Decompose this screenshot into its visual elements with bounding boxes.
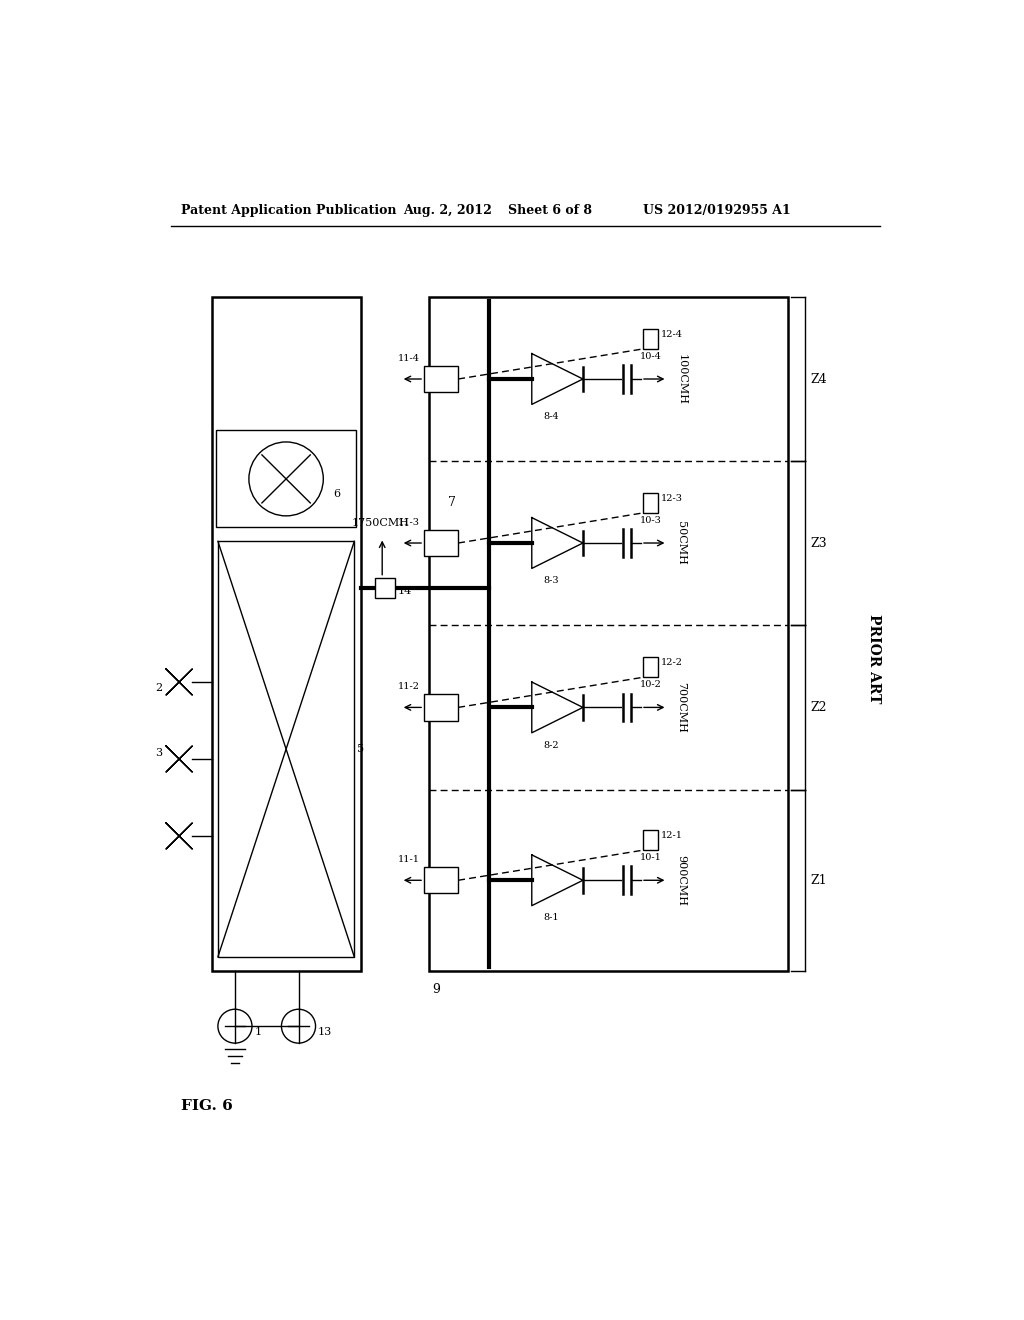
- Text: 8-4: 8-4: [544, 412, 559, 421]
- Text: 10-4: 10-4: [639, 352, 662, 362]
- Text: 1750CMH: 1750CMH: [351, 517, 410, 528]
- Text: 12-4: 12-4: [660, 330, 682, 339]
- Text: 12-1: 12-1: [660, 832, 682, 840]
- Bar: [375, 578, 395, 598]
- Text: Patent Application Publication: Patent Application Publication: [180, 205, 396, 218]
- Bar: [218, 541, 354, 957]
- Bar: [643, 492, 658, 513]
- Bar: [424, 529, 458, 556]
- Bar: [424, 867, 458, 894]
- Bar: [643, 830, 658, 850]
- Text: 10-1: 10-1: [639, 853, 662, 862]
- Bar: [212, 297, 360, 970]
- Bar: [216, 430, 356, 528]
- Text: 11-2: 11-2: [398, 682, 420, 692]
- Text: 11-1: 11-1: [398, 855, 420, 865]
- Text: 1: 1: [254, 1027, 261, 1038]
- Text: Z1: Z1: [810, 874, 826, 887]
- Bar: [643, 657, 658, 677]
- Text: 2: 2: [155, 684, 162, 693]
- Text: 900CMH: 900CMH: [676, 855, 686, 906]
- Text: Z2: Z2: [810, 701, 826, 714]
- Bar: [424, 366, 458, 392]
- Text: 14: 14: [397, 586, 412, 595]
- Text: 11-4: 11-4: [398, 354, 420, 363]
- Text: 8-2: 8-2: [544, 741, 559, 750]
- Bar: [429, 297, 788, 970]
- Text: 10-3: 10-3: [639, 516, 662, 525]
- Text: 11-3: 11-3: [398, 517, 420, 527]
- Text: 8-1: 8-1: [544, 913, 559, 923]
- Text: 100CMH: 100CMH: [676, 354, 686, 404]
- Bar: [643, 329, 658, 348]
- Bar: [424, 694, 458, 721]
- Text: Aug. 2, 2012: Aug. 2, 2012: [403, 205, 492, 218]
- Text: 7: 7: [449, 496, 456, 510]
- Text: 50CMH: 50CMH: [676, 521, 686, 565]
- Text: 10-2: 10-2: [639, 681, 662, 689]
- Text: 3: 3: [155, 748, 162, 758]
- Text: Z4: Z4: [810, 372, 826, 385]
- Text: 12-3: 12-3: [660, 494, 682, 503]
- Text: Z3: Z3: [810, 536, 826, 549]
- Text: 5: 5: [357, 744, 365, 754]
- Text: 8-3: 8-3: [544, 576, 559, 585]
- Text: FIG. 6: FIG. 6: [180, 1098, 232, 1113]
- Text: 13: 13: [317, 1027, 332, 1038]
- Text: 9: 9: [432, 983, 439, 997]
- Text: 6: 6: [334, 488, 341, 499]
- Text: PRIOR ART: PRIOR ART: [866, 614, 881, 704]
- Text: 12-2: 12-2: [660, 659, 682, 667]
- Text: US 2012/0192955 A1: US 2012/0192955 A1: [643, 205, 792, 218]
- Text: 700CMH: 700CMH: [676, 682, 686, 733]
- Text: Sheet 6 of 8: Sheet 6 of 8: [508, 205, 592, 218]
